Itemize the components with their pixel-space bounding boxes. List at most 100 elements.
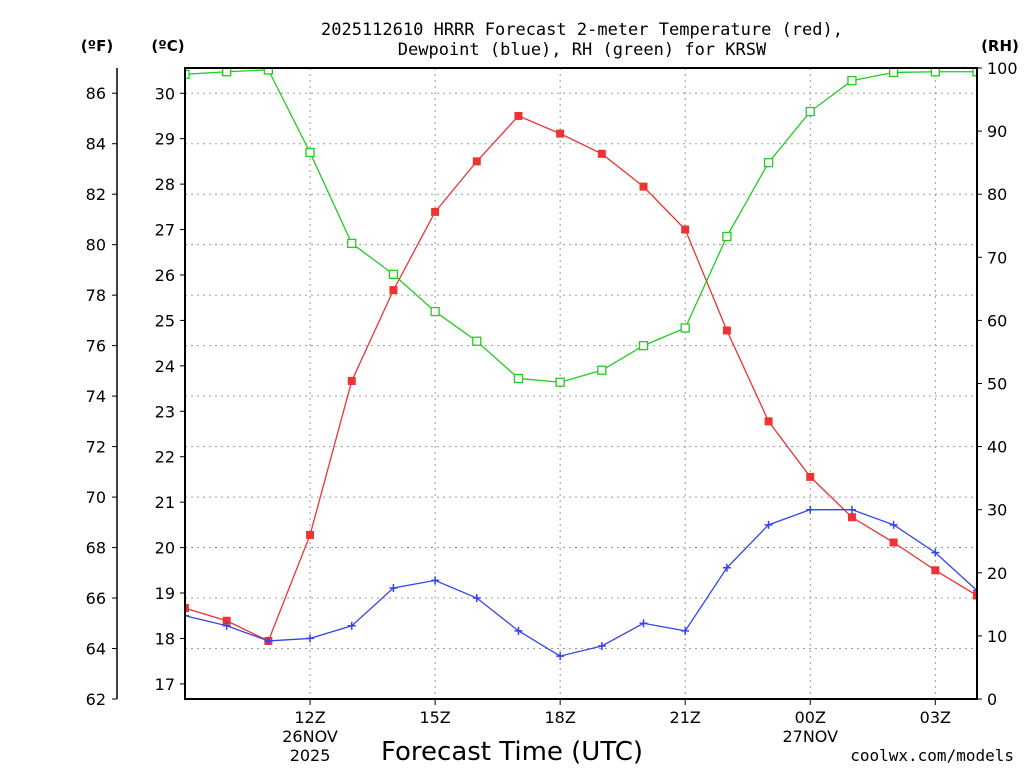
rh-point [555,377,565,387]
dewpoint-point [806,505,815,514]
temperature-point [806,472,815,481]
dewpoint-point [847,505,856,514]
rh-line [185,69,977,383]
x-tick-date-label: 26NOV [282,727,338,746]
rh-tick-label: 10 [987,627,1007,646]
dewpoint-point [556,652,565,661]
dewpoint-point [973,586,977,595]
x-tick-label: 12Z [294,708,325,727]
grid-lines [185,68,977,700]
dewpoint-point [347,621,356,630]
dewpoint-series [185,505,977,661]
celsius-tick-label: 22 [155,448,175,467]
rh-unit-label: (RH) [981,37,1019,55]
rh-point [763,157,774,168]
rh-tick-label: 50 [987,375,1007,394]
fahrenheit-tick-label: 72 [86,438,106,457]
celsius-tick-label: 18 [155,629,175,648]
rh-point [513,373,524,384]
temperature-point [222,616,231,625]
celsius-tick-label: 27 [155,221,175,240]
temperature-point [556,129,565,138]
rh-point [888,68,899,78]
fahrenheit-tick-label: 66 [86,589,106,608]
data-series [185,68,977,661]
temperature-line [185,115,977,642]
rh-point [597,365,607,375]
celsius-tick-label: 25 [155,311,175,330]
fahrenheit-tick-label: 62 [86,690,106,709]
temperature-point [639,182,648,191]
rh-tick-label: 40 [987,438,1007,457]
celsius-tick-label: 29 [155,130,175,149]
chart-title-line2: Dewpoint (blue), RH (green) for KRSW [398,40,767,60]
temperature-point [597,149,606,158]
fahrenheit-tick-label: 84 [86,135,106,154]
dewpoint-point [722,563,731,572]
temperature-point [722,326,731,335]
dewpoint-point [222,621,231,630]
celsius-tick-label: 20 [155,539,175,558]
temperature-point [472,157,481,166]
dewpoint-point [431,576,440,585]
dewpoint-point [639,619,648,628]
x-tick-label: 15Z [419,708,450,727]
temperature-point [347,376,356,385]
rh-point [680,323,690,333]
temperature-point [514,111,523,120]
celsius-tick-label: 28 [155,175,175,194]
temperature-point [889,538,898,547]
fahrenheit-tick-label: 64 [86,640,106,659]
fahrenheit-tick-label: 76 [86,337,106,356]
dewpoint-point [514,626,523,635]
fahrenheit-tick-label: 78 [86,286,106,305]
rh-tick-label: 0 [987,690,997,709]
x-tick-label: 03Z [920,708,951,727]
dewpoint-point [931,548,940,557]
fahrenheit-tick-label: 80 [86,236,106,255]
dewpoint-line [185,509,977,657]
rh-point [930,68,940,77]
dewpoint-point [764,520,773,529]
dewpoint-point [185,611,189,620]
celsius-tick-label: 26 [155,266,175,285]
dewpoint-point [264,636,273,645]
fahrenheit-tick-label: 74 [86,387,106,406]
dewpoint-point [472,594,481,603]
axes: 62 64 66 68 70 72 74 76 78 80 82 84 86 17 18 19 20 21 22 23… [86,59,1018,765]
dewpoint-point [681,626,690,635]
rh-tick-label: 80 [987,185,1007,204]
fahrenheit-tick-label: 82 [86,185,106,204]
celsius-tick-label: 21 [155,493,175,512]
temperature-point [681,225,690,234]
temperature-point [306,530,315,539]
rh-point [263,68,274,75]
temperature-point [847,513,856,522]
rh-tick-label: 70 [987,248,1007,267]
temperature-point [431,207,440,216]
celsius-unit-label: (ºC) [151,37,184,55]
rh-point [472,336,482,346]
x-tick-label: 21Z [670,708,701,727]
temperature-point [973,591,977,600]
dewpoint-point [306,634,315,643]
plot-frame [184,67,978,700]
rh-point [430,306,440,317]
dewpoint-point [597,641,606,650]
x-tick-year-label: 2025 [290,746,331,765]
credit-label: coolwx.com/models [850,746,1014,765]
rh-tick-label: 90 [987,122,1007,141]
fahrenheit-tick-label: 68 [86,539,106,558]
fahrenheit-unit-label: (ºF) [81,37,113,55]
temperature-point [764,417,773,426]
rh-tick-label: 100 [987,59,1018,78]
rh-tick-label: 30 [987,501,1007,520]
rh-tick-label: 20 [987,564,1007,583]
rh-point [847,75,857,86]
celsius-tick-label: 23 [155,402,175,421]
rh-point [222,68,232,77]
celsius-tick-label: 30 [155,84,175,103]
rh-point [722,231,732,242]
fahrenheit-tick-label: 70 [86,488,106,507]
